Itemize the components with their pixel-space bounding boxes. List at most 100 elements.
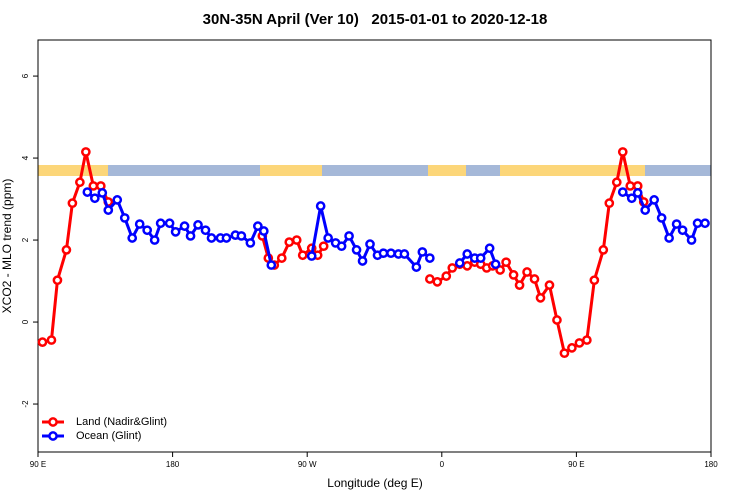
data-point	[529, 274, 540, 284]
data-point	[52, 275, 63, 286]
data-point	[89, 193, 100, 204]
data-point	[535, 293, 546, 303]
y-axis-label: XCO2 - MLO trend (ppm)	[0, 179, 14, 314]
data-point	[582, 335, 592, 345]
data-point	[522, 267, 532, 277]
land-strip	[260, 165, 322, 176]
legend-marker	[48, 431, 58, 441]
data-point	[514, 280, 525, 291]
data-point	[297, 250, 308, 261]
data-point	[424, 253, 435, 263]
data-point	[664, 233, 674, 243]
data-point	[67, 198, 78, 209]
data-point	[179, 221, 190, 231]
data-point	[142, 225, 153, 236]
data-point	[656, 213, 667, 223]
data-point	[245, 238, 256, 248]
data-point	[284, 237, 295, 247]
plot-frame	[37, 39, 712, 453]
data-point	[700, 218, 710, 229]
data-point	[61, 245, 72, 255]
data-point	[386, 248, 396, 259]
data-point	[462, 249, 473, 259]
y-tick-label: 0	[21, 319, 30, 324]
x-tick-label: 90 E	[30, 460, 46, 469]
data-point	[692, 218, 703, 229]
data-point	[149, 235, 160, 245]
x-tick-label: 90 E	[568, 460, 584, 469]
data-point	[134, 219, 145, 229]
x-tick-label: 180	[704, 460, 718, 469]
data-point	[119, 213, 130, 223]
data-point	[221, 233, 232, 243]
data-point	[617, 187, 628, 197]
data-point	[170, 227, 181, 237]
data-point	[626, 193, 637, 204]
data-point	[411, 262, 422, 272]
data-point	[475, 253, 486, 263]
data-point	[258, 226, 269, 236]
data-point	[632, 188, 643, 198]
data-point	[97, 188, 108, 198]
data-point	[206, 233, 217, 243]
land-ocean-strip	[38, 165, 711, 176]
data-point	[462, 261, 473, 271]
data-point	[484, 243, 495, 254]
data-point	[574, 338, 585, 348]
data-point	[164, 218, 175, 229]
data-point	[82, 187, 93, 197]
y-tick-label: 2	[21, 237, 30, 242]
data-point	[447, 263, 458, 273]
data-point	[625, 181, 636, 191]
data-point	[589, 275, 600, 286]
data-point	[508, 270, 519, 280]
data-point	[306, 251, 317, 261]
x-tick-label: 180	[166, 460, 180, 469]
data-point	[432, 277, 443, 287]
data-point	[185, 231, 196, 241]
data-point	[365, 239, 375, 250]
data-point	[155, 218, 166, 229]
legend-marker	[48, 417, 58, 427]
data-point	[544, 280, 555, 291]
data-point	[344, 231, 354, 241]
x-tick-label: 0	[440, 460, 445, 469]
data-point	[252, 221, 263, 231]
data-point	[617, 147, 628, 157]
data-point	[291, 235, 302, 245]
data-point	[454, 258, 465, 268]
data-point	[336, 241, 347, 252]
x-tick-label: 90 W	[298, 460, 317, 469]
land-strip	[38, 165, 108, 176]
data-point	[501, 257, 511, 268]
data-point	[75, 177, 85, 188]
ocean-strip	[38, 165, 711, 176]
y-tick-label: 6	[21, 73, 30, 78]
data-point	[318, 241, 329, 252]
data-point	[671, 219, 682, 229]
data-point	[649, 195, 660, 205]
data-point	[640, 205, 651, 215]
x-axis-label: Longitude (deg E)	[327, 476, 422, 490]
chart-title: 30N-35N April (Ver 10) 2015-01-01 to 202…	[203, 11, 548, 28]
data-point	[46, 335, 57, 345]
data-point	[686, 235, 697, 245]
data-point	[37, 337, 48, 347]
data-point	[200, 225, 211, 236]
data-point	[378, 248, 389, 259]
data-point	[677, 225, 688, 236]
data-point	[88, 181, 99, 191]
data-point	[127, 233, 138, 243]
y-tick-label: 4	[21, 155, 30, 160]
data-point	[611, 177, 622, 188]
data-point	[417, 247, 428, 257]
data-point	[604, 198, 615, 209]
y-tick-label: -2	[21, 400, 30, 408]
data-point	[236, 231, 247, 241]
data-point	[112, 195, 123, 205]
data-point	[490, 259, 501, 270]
land-strip	[500, 165, 645, 176]
data-point	[424, 274, 435, 284]
data-point	[315, 201, 326, 211]
